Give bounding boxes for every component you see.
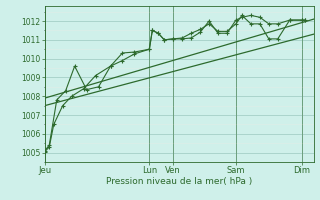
X-axis label: Pression niveau de la mer( hPa ): Pression niveau de la mer( hPa ) bbox=[106, 177, 252, 186]
